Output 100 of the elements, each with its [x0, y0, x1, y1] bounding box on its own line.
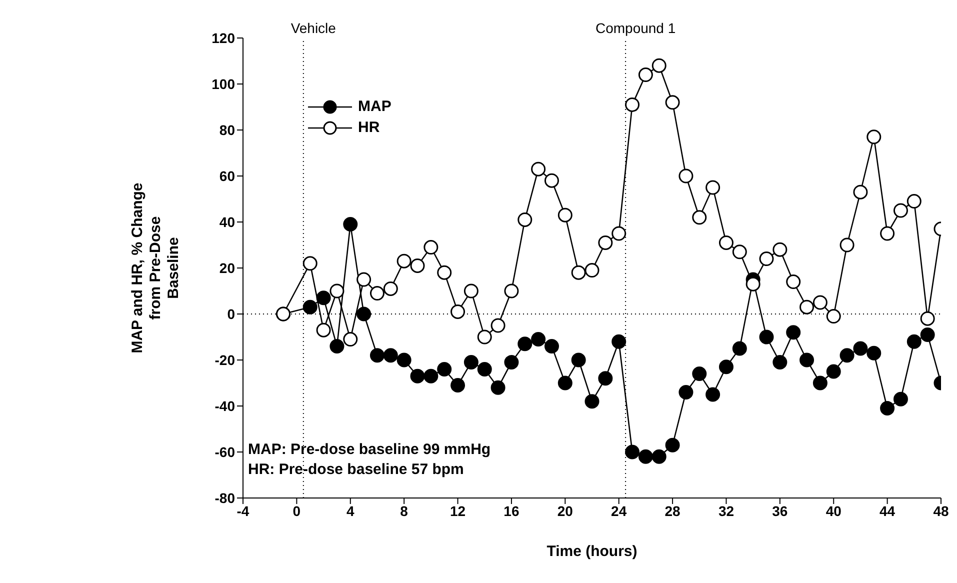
- point: [920, 327, 935, 342]
- point: [584, 394, 600, 409]
- point: [544, 173, 559, 188]
- point: [920, 311, 935, 326]
- point: [678, 384, 694, 400]
- point: [692, 366, 707, 382]
- x-tick-label: 36: [772, 502, 788, 519]
- point: [678, 168, 694, 184]
- x-tick-label: 24: [611, 502, 627, 519]
- x-tick-label: 4: [346, 502, 354, 519]
- y-tick-label: -20: [214, 352, 236, 368]
- y-tick-label: 120: [212, 30, 236, 46]
- point: [410, 258, 425, 273]
- x-tick-label: 48: [933, 502, 949, 519]
- point: [706, 180, 720, 195]
- y-tick-label: -40: [214, 398, 236, 414]
- point: [692, 210, 707, 225]
- point: [437, 265, 452, 280]
- y-tick-label: 20: [219, 260, 236, 276]
- point: [424, 368, 438, 384]
- point: [880, 401, 895, 416]
- y-tick-label: 60: [219, 168, 236, 184]
- point: [853, 184, 868, 200]
- y-axis-title: MAP and HR, % Change from Pre-Dose Baseline: [129, 182, 182, 354]
- x-tick-label: 12: [450, 502, 466, 519]
- point: [638, 68, 653, 82]
- y-tick-label: -80: [214, 490, 236, 506]
- point: [558, 376, 572, 390]
- point: [383, 348, 398, 363]
- point: [356, 306, 372, 322]
- point: [396, 352, 412, 368]
- point: [598, 371, 613, 386]
- point: [893, 392, 908, 406]
- point: [410, 368, 425, 384]
- point: [531, 162, 546, 176]
- y-tick-label: 0: [227, 306, 236, 322]
- point: [450, 304, 466, 319]
- point: [800, 300, 814, 314]
- point: [800, 352, 814, 368]
- x-axis-title: Time (hours): [546, 543, 638, 560]
- y-tick-label: 100: [212, 76, 236, 92]
- point: [786, 325, 801, 340]
- point: [772, 355, 788, 370]
- ref-line-label: Compound 1: [595, 20, 676, 36]
- point: [424, 240, 438, 255]
- point: [302, 300, 318, 314]
- point: [718, 235, 734, 250]
- point: [853, 341, 868, 356]
- point: [396, 254, 412, 268]
- point: [665, 95, 680, 110]
- point: [612, 226, 626, 241]
- point: [477, 362, 492, 376]
- point: [343, 332, 358, 347]
- point: [571, 265, 586, 280]
- point: [625, 444, 640, 460]
- point: [370, 348, 384, 363]
- point: [450, 378, 466, 393]
- point: [598, 235, 613, 250]
- point: [625, 97, 640, 112]
- point: [759, 252, 774, 266]
- point: [866, 346, 882, 360]
- point: [544, 338, 559, 354]
- point: [383, 281, 398, 296]
- point: [812, 295, 828, 310]
- annotation: HR: Pre-dose baseline 57 bpm: [248, 460, 465, 480]
- point: [840, 238, 854, 252]
- point: [518, 212, 532, 227]
- point: [437, 362, 452, 376]
- point: [558, 208, 572, 222]
- point: [826, 309, 841, 324]
- point: [880, 226, 895, 241]
- ref-line-label: Vehicle: [290, 20, 336, 36]
- point: [772, 242, 788, 257]
- point: [638, 449, 653, 464]
- point: [612, 334, 626, 349]
- point: [652, 449, 666, 464]
- point: [504, 284, 519, 298]
- point: [316, 290, 331, 306]
- legend-label: MAP: [358, 98, 392, 115]
- point: [302, 256, 318, 271]
- annotation: MAP: Pre-dose baseline 99 mmHg: [248, 440, 491, 460]
- x-tick-label: 32: [718, 502, 734, 519]
- point: [531, 332, 546, 347]
- x-tick-label: 28: [664, 502, 681, 519]
- point: [866, 130, 882, 144]
- point: [464, 355, 478, 370]
- y-tick-label: 40: [219, 214, 236, 230]
- point: [840, 348, 854, 363]
- point: [826, 364, 841, 379]
- point: [665, 438, 680, 452]
- point: [343, 217, 358, 232]
- x-tick-label: 20: [557, 502, 574, 519]
- point: [893, 203, 908, 218]
- point: [504, 355, 519, 370]
- point: [330, 284, 344, 298]
- y-tick-label: 80: [219, 122, 236, 138]
- point: [477, 330, 492, 344]
- x-tick-label: 44: [880, 502, 896, 519]
- x-tick-label: 40: [826, 502, 842, 519]
- point: [356, 272, 372, 287]
